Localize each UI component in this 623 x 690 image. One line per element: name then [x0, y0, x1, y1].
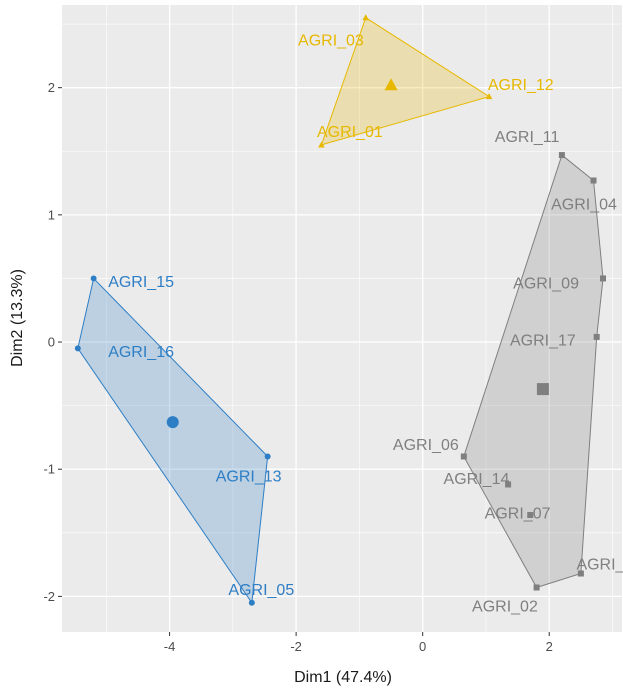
cluster-centroid-3	[536, 383, 549, 396]
cluster-centroid-2	[166, 416, 179, 429]
data-point	[527, 511, 534, 518]
point-labels: AGRI_03 AGRI_12 AGRI_01 AGRI_15 AGRI_16 AGRI_…	[108, 32, 623, 615]
point-label: AGRI_05	[228, 582, 294, 599]
x-tick-label: -2	[290, 639, 302, 654]
point-label: AGRI_12	[488, 77, 554, 94]
data-point	[248, 599, 255, 606]
point-label: AGRI_15	[108, 274, 174, 291]
y-axis-title: Dim2 (13.3%)	[9, 269, 26, 367]
cluster-hulls	[77, 16, 604, 605]
point-label: AGRI_11	[495, 129, 560, 146]
grid-lines	[62, 5, 622, 632]
data-point	[505, 481, 512, 488]
point-label: AGRI_09	[513, 275, 579, 292]
plot-panel	[62, 5, 622, 632]
data-points	[74, 14, 607, 606]
data-point	[264, 453, 271, 460]
point-label: AGRI_16	[108, 344, 174, 361]
data-point	[558, 152, 565, 159]
y-tick-label: 0	[48, 335, 55, 350]
point-label: AGRI_14	[444, 471, 510, 488]
data-point	[90, 275, 97, 282]
data-point	[74, 345, 81, 352]
data-point	[318, 141, 325, 148]
cluster-hull-3	[463, 154, 604, 589]
data-point	[362, 14, 370, 21]
point-label: AGRI_01	[317, 124, 383, 141]
x-axis-title: Dim1 (47.4%)	[294, 669, 392, 686]
point-label: AGRI_13	[216, 469, 282, 486]
data-point	[577, 570, 584, 577]
data-point	[593, 333, 600, 340]
x-tick-label: -4	[164, 639, 176, 654]
data-point	[460, 453, 467, 460]
point-label: AGRI_06	[393, 437, 459, 454]
cluster-hull-1	[320, 16, 491, 146]
data-point	[533, 584, 540, 591]
data-point	[485, 93, 493, 100]
x-tick-label: 0	[419, 639, 426, 654]
axes: -4 -2 0 2 -2 -1 0 1 2	[43, 80, 552, 654]
point-label: AGRI_08	[576, 556, 623, 573]
point-label: AGRI_07	[485, 505, 551, 522]
point-label: AGRI_04	[551, 196, 617, 213]
cluster-centroid-1	[384, 78, 398, 91]
y-tick-label: 1	[48, 207, 55, 222]
x-tick-label: 2	[546, 639, 553, 654]
y-tick-label: 2	[48, 80, 55, 95]
point-label: AGRI_03	[298, 32, 364, 49]
data-point	[590, 177, 597, 184]
data-point	[600, 275, 607, 282]
y-tick-label: -1	[43, 462, 55, 477]
point-label: AGRI_17	[510, 332, 576, 349]
y-tick-label: -2	[43, 589, 55, 604]
point-label: AGRI_02	[472, 598, 538, 615]
